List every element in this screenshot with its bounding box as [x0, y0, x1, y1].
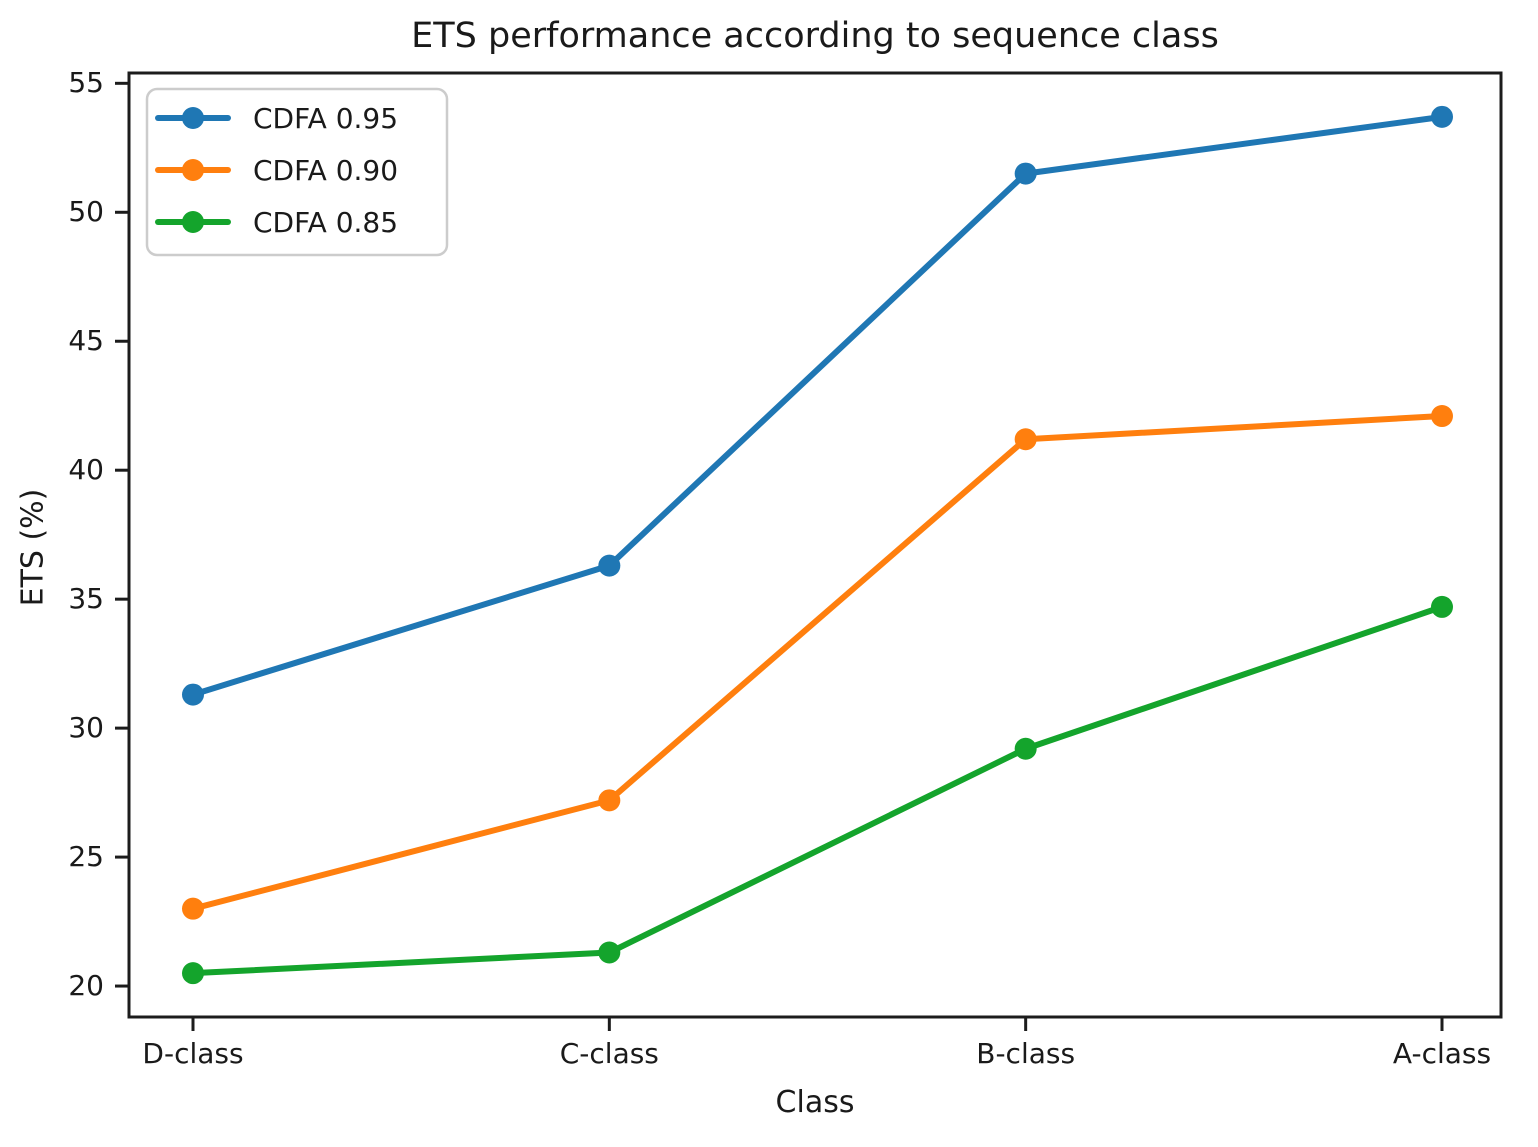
- data-point-marker: [182, 962, 204, 985]
- y-tick-label: 35: [68, 582, 104, 616]
- data-point-marker: [598, 941, 621, 964]
- x-tick-label: D-class: [142, 1037, 244, 1070]
- data-point-marker: [598, 554, 621, 577]
- data-point-marker: [598, 789, 621, 812]
- data-point-marker: [1431, 105, 1453, 128]
- y-tick-label: 25: [68, 840, 104, 874]
- legend-box: [145, 87, 449, 257]
- y-tick-label: 20: [68, 969, 104, 1003]
- x-tick-label: C-class: [559, 1037, 659, 1070]
- legend-marker: [182, 107, 204, 129]
- series-line: [190, 603, 1445, 977]
- y-tick-label: 30: [68, 711, 104, 745]
- data-point-marker: [1014, 737, 1037, 760]
- data-point-marker: [182, 897, 204, 920]
- y-tick-label: 45: [68, 324, 104, 358]
- x-tick-label: B-class: [976, 1037, 1076, 1070]
- data-point-marker: [1014, 162, 1037, 185]
- legend-label: CDFA 0.95: [253, 102, 398, 135]
- legend-label: CDFA 0.90: [253, 154, 398, 187]
- legend-label: CDFA 0.85: [253, 206, 398, 239]
- legend-marker: [182, 211, 204, 233]
- y-tick-label: 55: [68, 66, 104, 100]
- data-point-marker: [182, 683, 204, 706]
- data-point-marker: [1431, 405, 1453, 428]
- data-point-marker: [1014, 428, 1037, 451]
- y-tick-label: 40: [68, 453, 104, 487]
- series-line: [190, 413, 1445, 912]
- legend-marker: [182, 159, 204, 181]
- chart-title: ETS performance according to sequence cl…: [411, 16, 1219, 56]
- x-tick-label: A-class: [1392, 1037, 1492, 1070]
- data-point-marker: [1431, 595, 1453, 618]
- y-tick-label: 50: [68, 195, 104, 229]
- plot-border: [127, 71, 1503, 1019]
- x-axis-label: Class: [775, 1085, 855, 1120]
- series-line: [190, 113, 1445, 698]
